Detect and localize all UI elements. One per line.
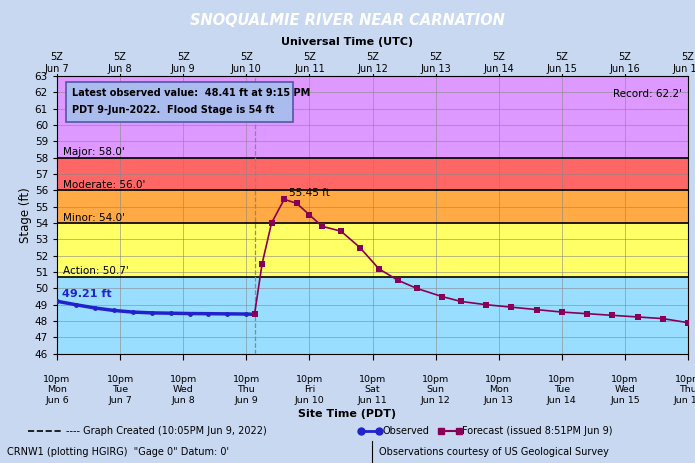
Text: Observations courtesy of US Geological Survey: Observations courtesy of US Geological S… [379,447,609,457]
Text: PDT 9-Jun-2022.  Flood Stage is 54 ft: PDT 9-Jun-2022. Flood Stage is 54 ft [72,105,275,115]
Text: CRNW1 (plotting HGIRG)  "Gage 0" Datum: 0': CRNW1 (plotting HGIRG) "Gage 0" Datum: 0… [7,447,229,457]
Text: Latest observed value:  48.41 ft at 9:15 PM: Latest observed value: 48.41 ft at 9:15 … [72,88,311,98]
Bar [57,223,688,277]
Text: 5Z
Jun 12: 5Z Jun 12 [357,52,388,74]
Text: 10pm
Tue
Jun 7: 10pm Tue Jun 7 [106,375,133,405]
Text: Minor: 54.0': Minor: 54.0' [63,213,125,223]
Text: 5Z
Jun 17: 5Z Jun 17 [673,52,695,74]
Bar [57,190,688,223]
Text: ---- Graph Created (10:05PM Jun 9, 2022): ---- Graph Created (10:05PM Jun 9, 2022) [66,426,267,436]
Text: 5Z
Jun 8: 5Z Jun 8 [108,52,133,74]
Text: Universal Time (UTC): Universal Time (UTC) [281,37,414,47]
Text: 10pm
Wed
Jun 8: 10pm Wed Jun 8 [170,375,197,405]
Y-axis label: Stage (ft): Stage (ft) [19,187,32,243]
Text: 5Z
Jun 14: 5Z Jun 14 [483,52,514,74]
Text: Record: 62.2': Record: 62.2' [613,89,682,99]
Text: 49.21 ft: 49.21 ft [62,288,112,299]
Text: 10pm
Fri
Jun 10: 10pm Fri Jun 10 [295,375,325,405]
Text: 5Z
Jun 15: 5Z Jun 15 [546,52,578,74]
Bar [57,157,688,190]
Text: 5Z
Jun 7: 5Z Jun 7 [44,52,70,74]
Text: 10pm
Sat
Jun 11: 10pm Sat Jun 11 [358,375,387,405]
Text: 5Z
Jun 10: 5Z Jun 10 [231,52,262,74]
Text: Action: 50.7': Action: 50.7' [63,267,129,276]
FancyBboxPatch shape [66,82,293,122]
Text: Site Time (PDT): Site Time (PDT) [298,409,397,419]
Text: 5Z
Jun 13: 5Z Jun 13 [420,52,451,74]
Text: 10pm
Wed
Jun 15: 10pm Wed Jun 15 [610,375,640,405]
Text: 10pm
Thu
Jun 9: 10pm Thu Jun 9 [233,375,260,405]
Text: 5Z
Jun 16: 5Z Jun 16 [610,52,640,74]
Text: 10pm
Mon
Jun 6: 10pm Mon Jun 6 [43,375,71,405]
Text: 55.45 ft: 55.45 ft [288,188,329,198]
Bar [57,76,688,157]
Text: Forecast (issued 8:51PM Jun 9): Forecast (issued 8:51PM Jun 9) [462,426,613,436]
Text: 5Z
Jun 11: 5Z Jun 11 [294,52,325,74]
Text: 10pm
Tue
Jun 14: 10pm Tue Jun 14 [547,375,577,405]
Text: Major: 58.0': Major: 58.0' [63,147,125,157]
Bar [57,277,688,354]
Text: SNOQUALMIE RIVER NEAR CARNATION: SNOQUALMIE RIVER NEAR CARNATION [190,13,505,28]
Text: 10pm
Thu
Jun 16: 10pm Thu Jun 16 [673,375,695,405]
Text: 10pm
Mon
Jun 13: 10pm Mon Jun 13 [484,375,514,405]
Text: 5Z
Jun 9: 5Z Jun 9 [171,52,195,74]
Text: Moderate: 56.0': Moderate: 56.0' [63,180,146,190]
Text: Observed: Observed [382,426,429,436]
Text: 10pm
Sun
Jun 12: 10pm Sun Jun 12 [420,375,450,405]
